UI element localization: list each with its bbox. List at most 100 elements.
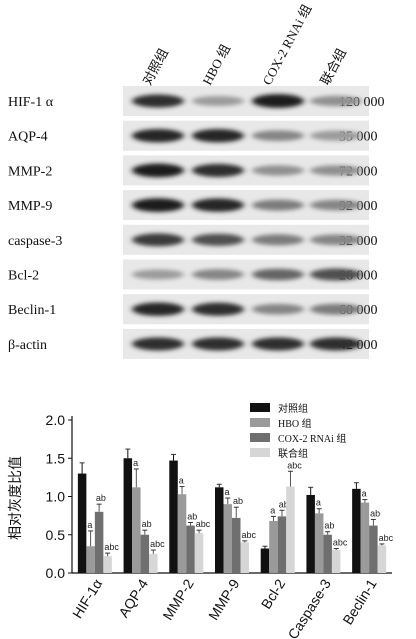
blot-group-label: 联合组 xyxy=(317,46,349,87)
legend-swatch xyxy=(250,448,270,457)
blot-band xyxy=(310,165,362,176)
x-tick-label: HIF-1α xyxy=(69,576,105,621)
bar xyxy=(240,542,249,573)
x-tick-label: Beclin-1 xyxy=(339,576,379,628)
bar xyxy=(352,488,361,573)
bar xyxy=(215,487,224,573)
x-tick-label: Caspase-3 xyxy=(285,576,335,639)
y-tick-label: 2.0 xyxy=(46,412,66,428)
blot-band xyxy=(192,129,244,143)
western-blot-panel: 对照组 HBO 组 COX-2 RNAi 组联合组HIF-1 α 120 000AQP… xyxy=(8,2,385,359)
blot-band xyxy=(310,199,362,211)
bar xyxy=(194,533,204,573)
bar xyxy=(269,520,278,573)
significance-label: ab xyxy=(370,508,380,518)
significance-label: abc xyxy=(242,530,257,540)
blot-protein-label: HIF-1 α xyxy=(8,95,54,110)
bar xyxy=(323,534,332,573)
x-tick-label: MMP-2 xyxy=(159,576,197,623)
blot-band xyxy=(310,130,362,141)
blot-band xyxy=(192,302,244,316)
blot-band xyxy=(252,130,304,142)
significance-label: abc xyxy=(379,533,394,543)
blot-band xyxy=(252,165,304,176)
significance-label: ab xyxy=(96,493,106,503)
blot-band xyxy=(132,269,184,280)
legend-label: 对照组 xyxy=(278,402,308,415)
significance-label: abc xyxy=(104,542,119,552)
blot-protein-label: AQP-4 xyxy=(8,130,48,145)
blot-band xyxy=(252,94,304,108)
blot-protein-label: MMP-9 xyxy=(8,199,52,214)
significance-label: ab xyxy=(233,496,243,506)
bar xyxy=(177,494,187,573)
bar xyxy=(169,460,178,573)
blot-band xyxy=(192,337,244,351)
bar xyxy=(123,458,133,573)
legend-swatch xyxy=(250,433,270,442)
blot-band xyxy=(132,94,184,108)
legend-swatch xyxy=(250,418,270,427)
blot-protein-label: Bcl-2 xyxy=(8,269,39,284)
blot-group-label: HBO 组 xyxy=(199,42,233,88)
blot-band xyxy=(132,198,184,212)
bar xyxy=(186,525,195,573)
blot-protein-label: β-actin xyxy=(8,338,47,353)
significance-label: a xyxy=(270,505,275,515)
x-tick-label: MMP-9 xyxy=(205,576,243,623)
blot-band xyxy=(310,234,362,246)
bar xyxy=(277,516,287,573)
y-axis-label: 相对灰度比值 xyxy=(8,456,24,540)
blot-band xyxy=(252,337,304,351)
bar xyxy=(223,504,232,573)
bar xyxy=(140,534,150,573)
blot-band xyxy=(132,233,184,247)
blot-band xyxy=(132,129,184,143)
blot-protein-label: caspase-3 xyxy=(8,234,62,249)
x-tick-label: Bcl-2 xyxy=(258,576,289,612)
bar xyxy=(331,550,341,573)
legend-label: COX-2 RNAi 组 xyxy=(278,432,346,445)
x-tick-label: AQP-4 xyxy=(115,576,151,620)
blot-band xyxy=(252,234,304,246)
y-tick-label: 1.0 xyxy=(46,489,66,505)
significance-label: a xyxy=(225,487,230,497)
bar xyxy=(369,525,378,573)
bar xyxy=(360,502,370,573)
bar xyxy=(132,487,141,573)
blot-band xyxy=(192,233,244,246)
legend-label: HBO 组 xyxy=(278,417,312,430)
bar xyxy=(94,511,104,573)
significance-label: abc xyxy=(333,538,348,548)
significance-label: abc xyxy=(287,460,302,470)
significance-label: a xyxy=(362,489,367,499)
blot-band xyxy=(252,199,304,211)
blot-band xyxy=(252,303,304,315)
bar xyxy=(232,517,241,573)
bar xyxy=(86,546,95,573)
bar xyxy=(260,548,270,573)
blot-protein-label: Beclin-1 xyxy=(8,303,56,318)
blot-band xyxy=(252,268,304,281)
blot-band xyxy=(310,303,362,315)
bar xyxy=(306,494,315,573)
legend-swatch xyxy=(250,403,270,412)
significance-label: ab xyxy=(142,519,152,529)
significance-label: a xyxy=(133,458,138,468)
bar xyxy=(149,553,158,573)
blot-group-label: 对照组 xyxy=(139,46,171,87)
bar xyxy=(377,545,387,573)
significance-label: ab xyxy=(187,512,197,522)
blot-band xyxy=(192,269,244,280)
blot-band xyxy=(192,163,244,177)
bar xyxy=(77,473,87,573)
blot-band xyxy=(192,198,244,212)
blot-band xyxy=(132,302,184,316)
blot-band xyxy=(310,337,362,351)
blot-band xyxy=(310,268,362,281)
bar xyxy=(286,486,295,573)
y-tick-label: 1.5 xyxy=(46,450,66,466)
blot-protein-label: MMP-2 xyxy=(8,164,52,179)
blot-band xyxy=(132,337,184,351)
